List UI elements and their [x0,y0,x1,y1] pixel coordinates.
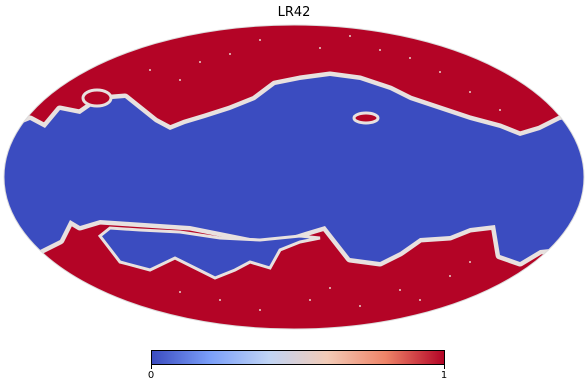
colorbar [151,350,445,365]
map-title: LR42 [277,5,311,20]
sky-map [3,24,585,330]
colorbar-tick-min [151,365,152,369]
southern-lobes [97,226,321,280]
colorbar-max-label: 1 [440,370,448,381]
red-island-center [352,111,380,125]
colorbar-min-label: 0 [147,370,155,381]
galactic-band [4,76,584,262]
speckles [149,35,501,311]
colorbar-tick-max [444,365,445,369]
red-island-left [81,88,113,108]
map-border [3,24,585,330]
